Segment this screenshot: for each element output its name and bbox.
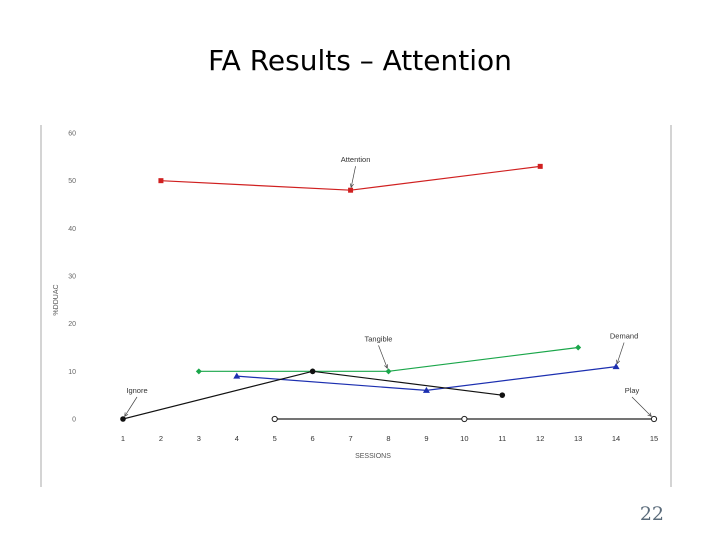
x-tick-label: 11 [498,434,506,443]
data-point-tangible [575,344,582,351]
y-tick-label: 40 [68,226,76,233]
x-tick-label: 9 [424,434,428,443]
x-tick-label: 7 [348,434,352,443]
series-play [271,415,658,423]
data-point-ignore [499,392,506,398]
series-line-ignore [122,370,503,420]
data-point-ignore [120,416,126,422]
data-point-tangible [385,368,392,375]
data-point-attention [348,187,354,193]
data-point-play [271,415,278,423]
slide-title: FA Results – Attention [208,44,512,77]
series-ignore [120,368,506,422]
annotation-play: Play [625,386,652,417]
series-demand [233,363,620,393]
annotation-label: Tangible [365,334,393,343]
annotation-arrow [378,345,388,369]
x-tick-label: 8 [386,434,390,443]
annotation-arrow [616,342,625,364]
x-tick-label: 14 [612,434,620,443]
annotation-label: Demand [610,332,638,341]
y-tick-label: 20 [68,321,76,328]
y-tick-label: 50 [68,178,76,185]
y-tick-label: 10 [68,369,76,376]
data-point-play [650,415,658,423]
annotation-arrow [350,166,356,188]
x-tick-label: 15 [650,434,658,443]
x-tick-label: 3 [197,434,201,443]
series-line-attention [160,165,541,191]
annotation-label: Ignore [126,386,147,395]
x-tick-label: 2 [159,434,163,443]
series-tangible [195,344,582,375]
data-point-attention [158,178,164,184]
x-tick-label: 5 [273,434,277,443]
annotation-arrow [631,396,652,417]
y-tick-label: 60 [68,131,76,138]
annotation-ignore: Ignore [124,386,148,418]
series-attention [158,163,543,193]
x-tick-label: 4 [235,434,239,443]
x-tick-label: 10 [460,434,468,443]
series-line-tangible [198,346,579,372]
annotation-arrowhead [616,359,621,365]
annotation-arrow [124,396,138,417]
y-tick-label: 0 [72,417,76,424]
annotation-label: Attention [341,155,371,164]
data-point-ignore [309,368,316,375]
x-tick-label: 6 [311,434,315,443]
x-tick-label: 12 [536,434,544,443]
y-tick-label: 30 [68,274,76,281]
data-point-demand [422,386,430,393]
x-tick-label: 13 [574,434,582,443]
annotation-arrowhead [384,364,388,369]
chart-series-layer [120,163,658,423]
page-number: 22 [639,503,664,525]
annotation-attention: Attention [341,155,371,189]
annotation-arrowhead [124,412,129,418]
x-tick-label: 1 [121,434,125,443]
annotation-arrowhead [647,412,652,417]
data-point-demand [233,372,241,379]
data-point-attention [537,163,543,169]
annotation-tangible: Tangible [365,334,393,369]
annotation-arrowhead [349,183,354,189]
data-point-demand [612,363,620,370]
annotation-label: Play [625,386,640,395]
chart-annotations: Attention Tangible Demand Ignore Play [124,155,652,418]
series-line-demand [236,366,617,392]
annotation-demand: Demand [610,332,638,365]
data-point-tangible [195,368,202,375]
data-point-play [461,415,468,423]
x-axis-label: SESSIONS [355,453,391,460]
y-axis-label: %DDUAC [53,284,60,315]
